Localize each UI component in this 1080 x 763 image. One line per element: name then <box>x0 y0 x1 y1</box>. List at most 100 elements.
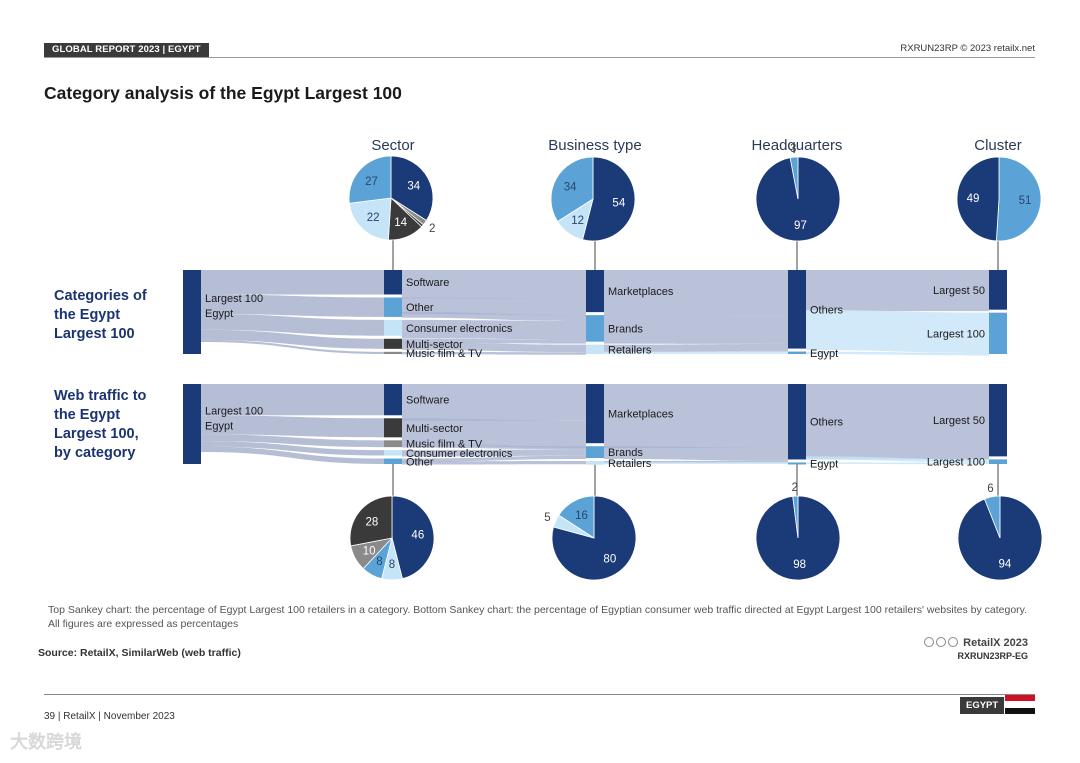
pie-chart: 54 12 34 <box>550 156 636 242</box>
sankey-node <box>384 440 402 448</box>
sankey-node <box>788 384 806 460</box>
pie-slice <box>956 156 1000 242</box>
sankey-flow <box>201 339 384 354</box>
figure-caption: Top Sankey chart: the percentage of Egyp… <box>48 604 1028 630</box>
sankey-flow <box>604 460 788 463</box>
sankey-flow <box>201 446 384 464</box>
sankey-flow <box>201 441 384 456</box>
section-title-line: Web traffic to <box>54 388 147 404</box>
sankey-flow <box>402 319 586 340</box>
brand-code: RXRUN23RP-EG <box>957 651 1028 661</box>
sankey-flow <box>604 351 788 355</box>
sankey-flow <box>402 338 586 344</box>
column-title: Sector <box>371 137 414 154</box>
sankey-flows <box>201 270 989 465</box>
sankey-flow <box>806 309 989 354</box>
sankey-node-label: Music film & TV <box>406 439 483 451</box>
sankey-node <box>384 297 402 317</box>
sankey-node <box>989 312 1007 354</box>
sankey-node-label: Largest 100 <box>205 405 263 417</box>
sankey-flow <box>806 462 989 465</box>
sankey-node-label: Retailers <box>608 458 652 470</box>
pie-slice-label: 8 <box>389 559 395 571</box>
pie-slice-label: 94 <box>998 559 1011 571</box>
pie-chart: 94 6 <box>957 483 1043 581</box>
pie-slice-label: 2 <box>429 223 435 235</box>
cc-icon <box>924 637 935 647</box>
sankey-node <box>384 338 402 349</box>
sankey-node-label: Others <box>810 417 844 429</box>
sankey-node <box>586 461 604 465</box>
sankey-flow <box>604 446 788 461</box>
sankey-node <box>586 315 604 342</box>
sankey-node <box>586 344 604 354</box>
sankey-node <box>384 319 402 336</box>
pie-slice-label: 34 <box>564 181 577 193</box>
sankey-flow <box>402 418 586 444</box>
sankey-node-label: Multi-sector <box>406 339 463 351</box>
country-badge: EGYPT <box>960 697 1005 714</box>
pie-slice-label: 27 <box>365 176 378 188</box>
sankey-flow <box>201 384 384 416</box>
pie-slice-label: 16 <box>575 510 588 522</box>
sankey-flow <box>402 311 586 321</box>
sankey-node <box>384 418 402 438</box>
pie-slice <box>789 156 799 200</box>
pie-slice <box>582 156 636 242</box>
sankey-node <box>788 351 806 354</box>
sankey-node-label: Largest 100 <box>205 293 263 305</box>
section-title-line: Largest 100 <box>54 326 135 342</box>
sankey-node-label: Marketplaces <box>608 409 674 421</box>
sankey-node <box>989 270 1007 310</box>
sankey-node-label: Largest 100 <box>927 328 985 340</box>
column-title: Cluster <box>974 137 1022 154</box>
sankey-node <box>384 270 402 295</box>
pie-slice <box>551 495 637 581</box>
sankey-node-label: Other <box>406 302 434 314</box>
header-divider <box>44 57 1035 58</box>
sankey-node-label: Brands <box>608 447 643 459</box>
sankey-flow <box>604 343 788 353</box>
pie-chart: 98 2 <box>755 482 841 581</box>
header-copyright: RXRUN23RP © 2023 retailx.net <box>900 43 1035 54</box>
sankey-flow <box>806 384 989 460</box>
brand-block: RetailX 2023 RXRUN23RP-EG <box>924 637 1028 661</box>
nc-icon <box>948 637 959 647</box>
pie-chart: 51 49 <box>956 156 1042 242</box>
sankey-flow <box>604 270 788 316</box>
sankey-node-label: Software <box>406 277 449 289</box>
sankey-node-label: Egypt <box>810 458 838 470</box>
sankey-node <box>788 270 806 349</box>
egypt-flag-icon <box>1005 695 1035 714</box>
sankey-node <box>586 446 604 459</box>
pie-slice-label: 97 <box>794 220 807 232</box>
sankey-flow <box>604 462 788 465</box>
sankey-nodes <box>183 270 1007 465</box>
sankey-node <box>586 384 604 444</box>
sankey-node <box>586 270 604 313</box>
pie-slice <box>984 495 1001 539</box>
sankey-flow <box>201 294 384 317</box>
sankey-flow <box>402 270 586 299</box>
sankey-node-label: Egypt <box>205 420 233 432</box>
sankey-node-label: Largest 50 <box>933 285 985 297</box>
sankey-node-label: Software <box>406 395 449 407</box>
section-title-line: Categories of <box>54 288 147 304</box>
sankey-node <box>384 458 402 464</box>
pie-slice-label: 46 <box>411 530 424 542</box>
pie-chart: 34 2 14 22 27 <box>348 155 435 241</box>
sankey-flow <box>201 313 384 336</box>
by-icon <box>936 637 947 647</box>
footer-divider <box>44 694 1035 695</box>
source-note: Source: RetailX, SimilarWeb (web traffic… <box>38 647 241 659</box>
sankey-node-label: Marketplaces <box>608 286 674 298</box>
sankey-flow <box>806 456 989 463</box>
page-title: Category analysis of the Egypt Largest 1… <box>44 83 402 103</box>
sankey-node-label: Egypt <box>810 348 838 360</box>
pie-slice-label: 51 <box>1019 195 1032 207</box>
sankey-node <box>384 351 402 354</box>
column-title: Headquarters <box>752 137 843 154</box>
sankey-flow <box>402 384 586 421</box>
